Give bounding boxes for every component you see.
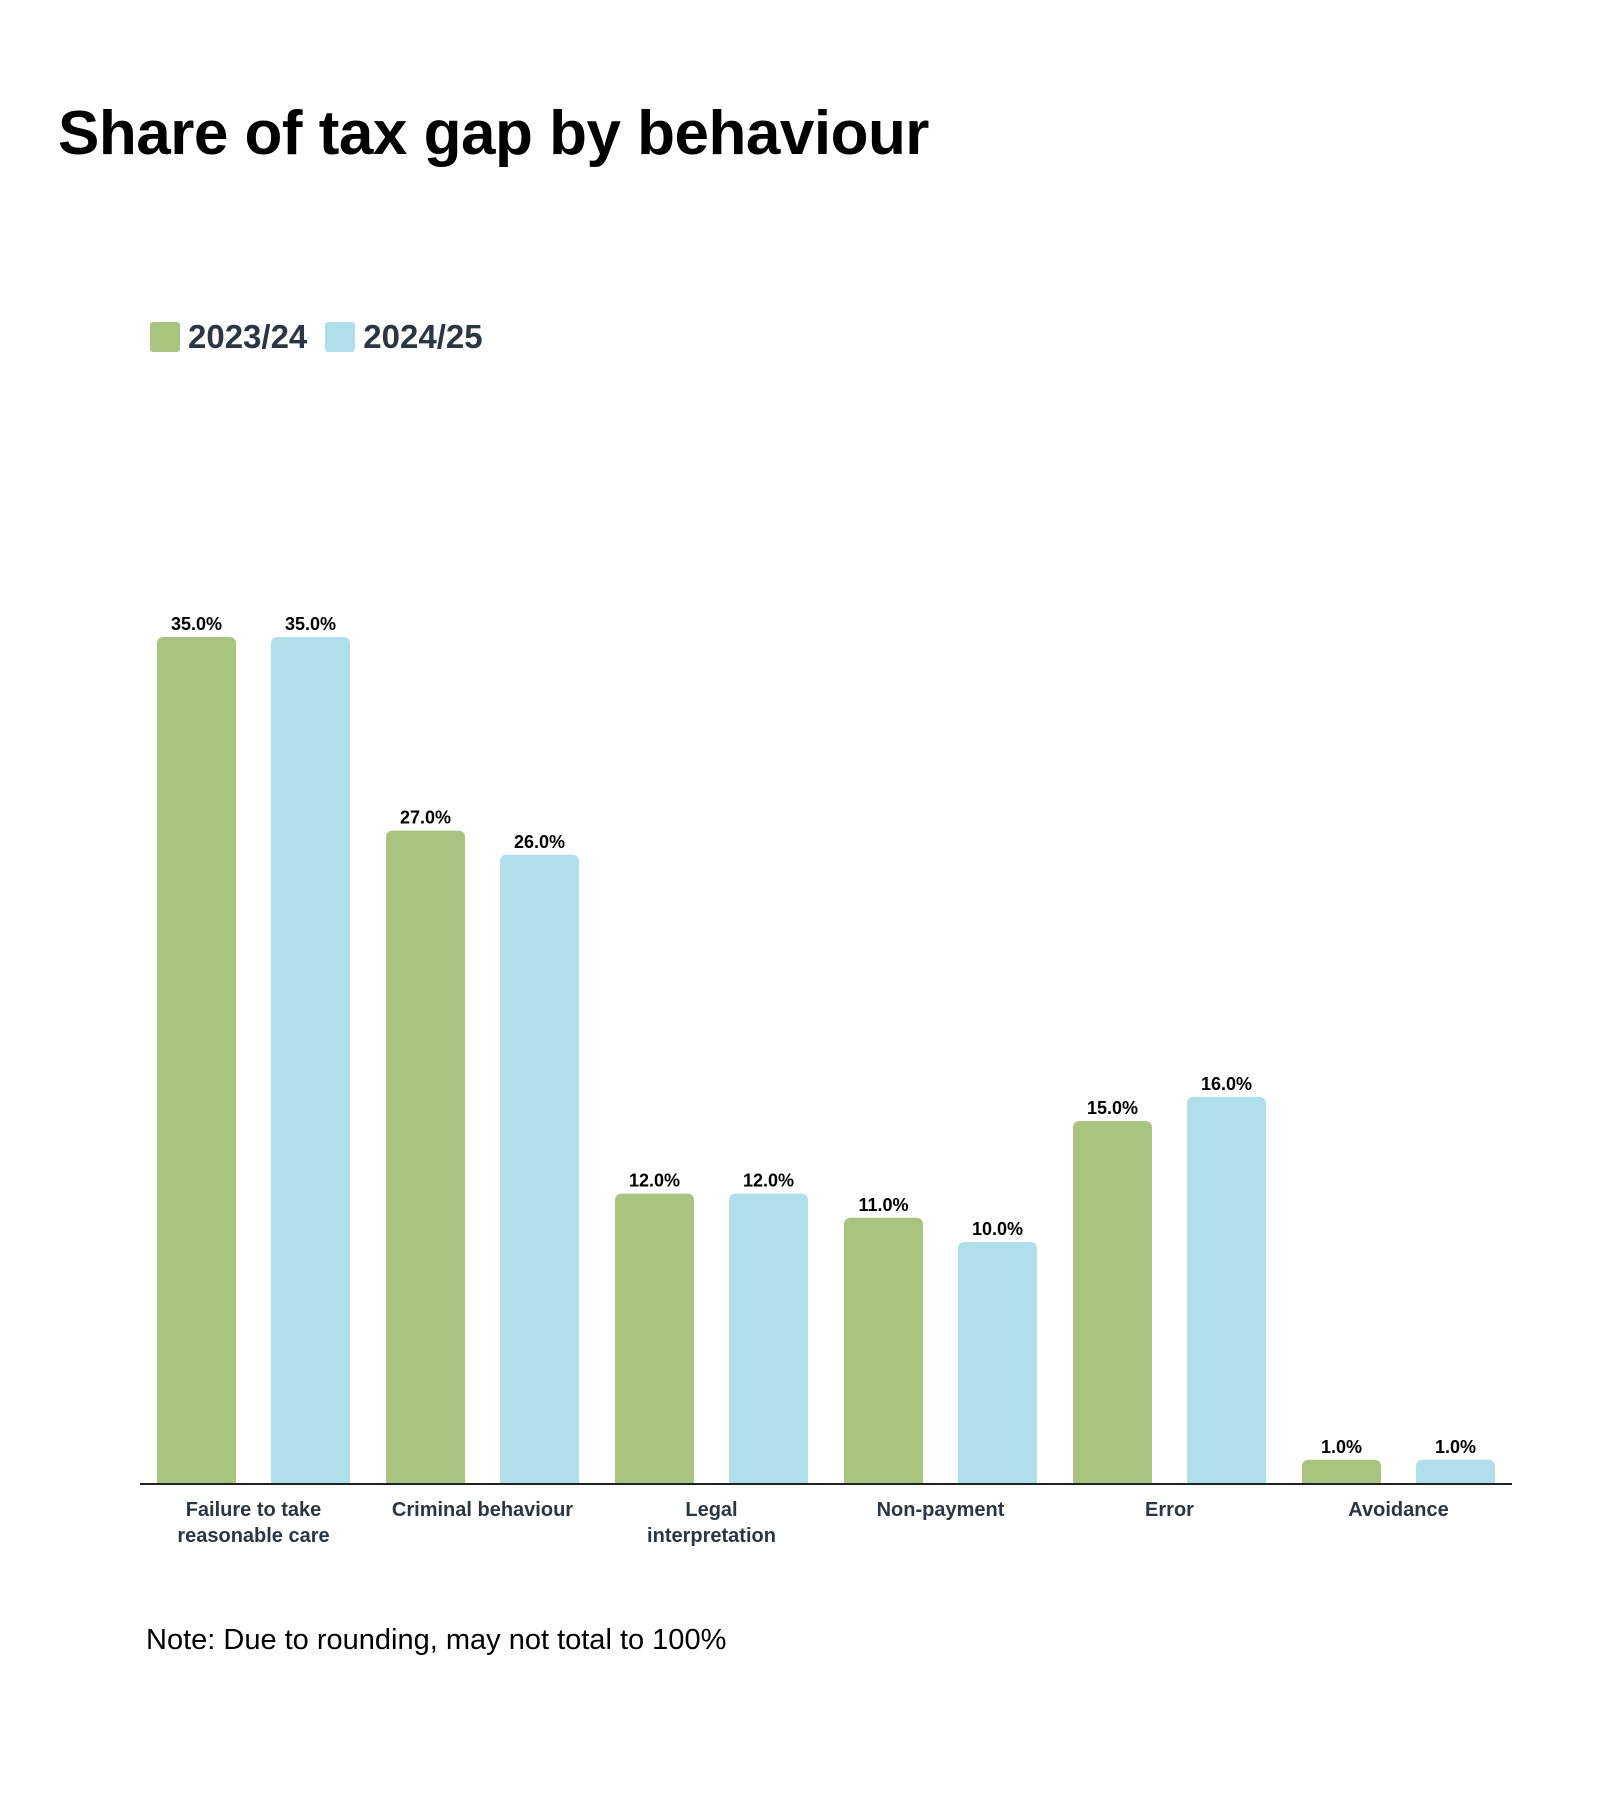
bar-2024-25-avoidance [1416,1459,1495,1484]
chart-legend: 2023/24 2024/25 [150,318,483,356]
bar-2024-25-criminal-behaviour [500,854,579,1484]
value-labels-group: 35.0% 35.0% 27.0% 26.0% 12.0% 12.0% 11.0% 10.0%… [171,614,1476,1457]
value-label-2024-25-legal-interpretation: 12.0% [743,1171,794,1191]
bar-2023-24-avoidance [1302,1459,1381,1484]
bar-2023-24-failure-to-take-reasonable-care [157,637,236,1484]
legend-swatch-2023-24 [150,322,180,352]
value-label-2024-25-non-payment: 10.0% [972,1219,1023,1239]
value-label-2024-25-avoidance: 1.0% [1435,1437,1476,1457]
legend-label-2024-25: 2024/25 [363,318,483,355]
value-label-2023-24-legal-interpretation: 12.0% [629,1171,680,1191]
x-tick-label-line: Criminal behaviour [392,1499,573,1521]
value-label-2024-25-error: 16.0% [1201,1074,1252,1094]
value-label-2024-25-failure-to-take-reasonable-care: 35.0% [285,614,336,634]
x-tick-label-failure-to-take-reasonable-care: Failure to take reasonable care [177,1499,329,1547]
value-label-2023-24-failure-to-take-reasonable-care: 35.0% [171,614,222,634]
x-tick-label-line: Failure to take [186,1499,322,1521]
legend-swatch-2024-25 [325,322,356,352]
bars-group [157,637,1495,1484]
bar-2024-25-non-payment [958,1242,1037,1484]
x-tick-label-error: Error [1145,1499,1194,1521]
bar-2024-25-error [1187,1096,1266,1484]
value-label-2024-25-criminal-behaviour: 26.0% [514,832,565,852]
x-tick-label-line: Non-payment [877,1499,1005,1521]
legend-label-2023-24: 2023/24 [188,318,308,355]
value-label-2023-24-error: 15.0% [1087,1098,1138,1118]
bar-2024-25-legal-interpretation [729,1193,808,1484]
chart-title: Share of tax gap by behaviour [58,99,929,168]
footnote: Note: Due to rounding, may not total to … [146,1624,727,1656]
x-tick-labels-group: Failure to take reasonable care Criminal b… [177,1499,1448,1547]
x-tick-label-legal-interpretation: Legal interpretation [647,1499,776,1547]
legend-item-2024-25: 2024/25 [325,318,483,356]
bar-2023-24-error [1073,1121,1152,1484]
value-label-2023-24-non-payment: 11.0% [858,1195,908,1215]
bar-2023-24-criminal-behaviour [386,830,465,1484]
legend-item-2023-24: 2023/24 [150,318,307,356]
x-tick-label-line: Legal [685,1499,737,1521]
x-tick-label-non-payment: Non-payment [877,1499,1005,1521]
value-label-2023-24-criminal-behaviour: 27.0% [400,808,451,828]
x-tick-label-avoidance: Avoidance [1348,1499,1448,1521]
bar-2023-24-non-payment [844,1217,923,1484]
bar-2023-24-legal-interpretation [615,1193,694,1484]
value-label-2023-24-avoidance: 1.0% [1321,1437,1362,1457]
x-tick-label-line: Avoidance [1348,1499,1448,1521]
x-tick-label-line: reasonable care [177,1525,329,1547]
x-tick-label-line: interpretation [647,1525,776,1547]
x-tick-label-line: Error [1145,1499,1194,1521]
x-tick-label-criminal-behaviour: Criminal behaviour [392,1499,573,1521]
bar-2024-25-failure-to-take-reasonable-care [271,637,350,1484]
